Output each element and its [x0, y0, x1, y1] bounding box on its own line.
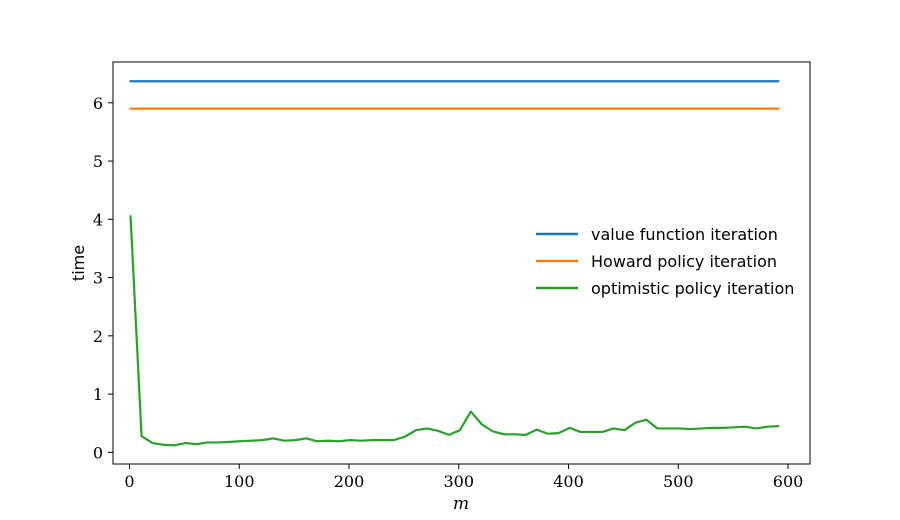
legend-label-2: Howard policy iteration — [591, 252, 777, 271]
y-tick-label: 2 — [93, 327, 103, 346]
y-axis: 0 1 2 3 4 5 6 — [93, 94, 113, 462]
x-tick-label: 300 — [443, 472, 474, 491]
y-tick-label: 0 — [93, 443, 103, 462]
plot-frame — [112, 61, 811, 465]
y-tick-label: 1 — [93, 385, 103, 404]
x-tick-label: 500 — [663, 472, 694, 491]
legend: value function iteration Howard policy it… — [536, 225, 794, 298]
x-tick-label: 100 — [224, 472, 255, 491]
y-tick-label: 5 — [93, 152, 103, 171]
x-tick-label: 600 — [773, 472, 804, 491]
x-axis-label: m — [453, 494, 469, 514]
series-line-3 — [129, 215, 780, 447]
y-tick-label: 6 — [93, 94, 103, 113]
x-tick-label: 200 — [334, 472, 365, 491]
x-axis: 0 100 200 300 400 500 600 — [124, 464, 803, 491]
legend-label-1: value function iteration — [591, 225, 778, 244]
y-axis-label: time — [69, 245, 88, 281]
series-layer — [129, 80, 780, 447]
y-tick-label: 4 — [93, 210, 103, 229]
y-tick-label: 3 — [93, 269, 103, 288]
x-tick-label: 400 — [553, 472, 584, 491]
x-tick-label: 0 — [124, 472, 134, 491]
legend-label-3: optimistic policy iteration — [591, 279, 794, 298]
